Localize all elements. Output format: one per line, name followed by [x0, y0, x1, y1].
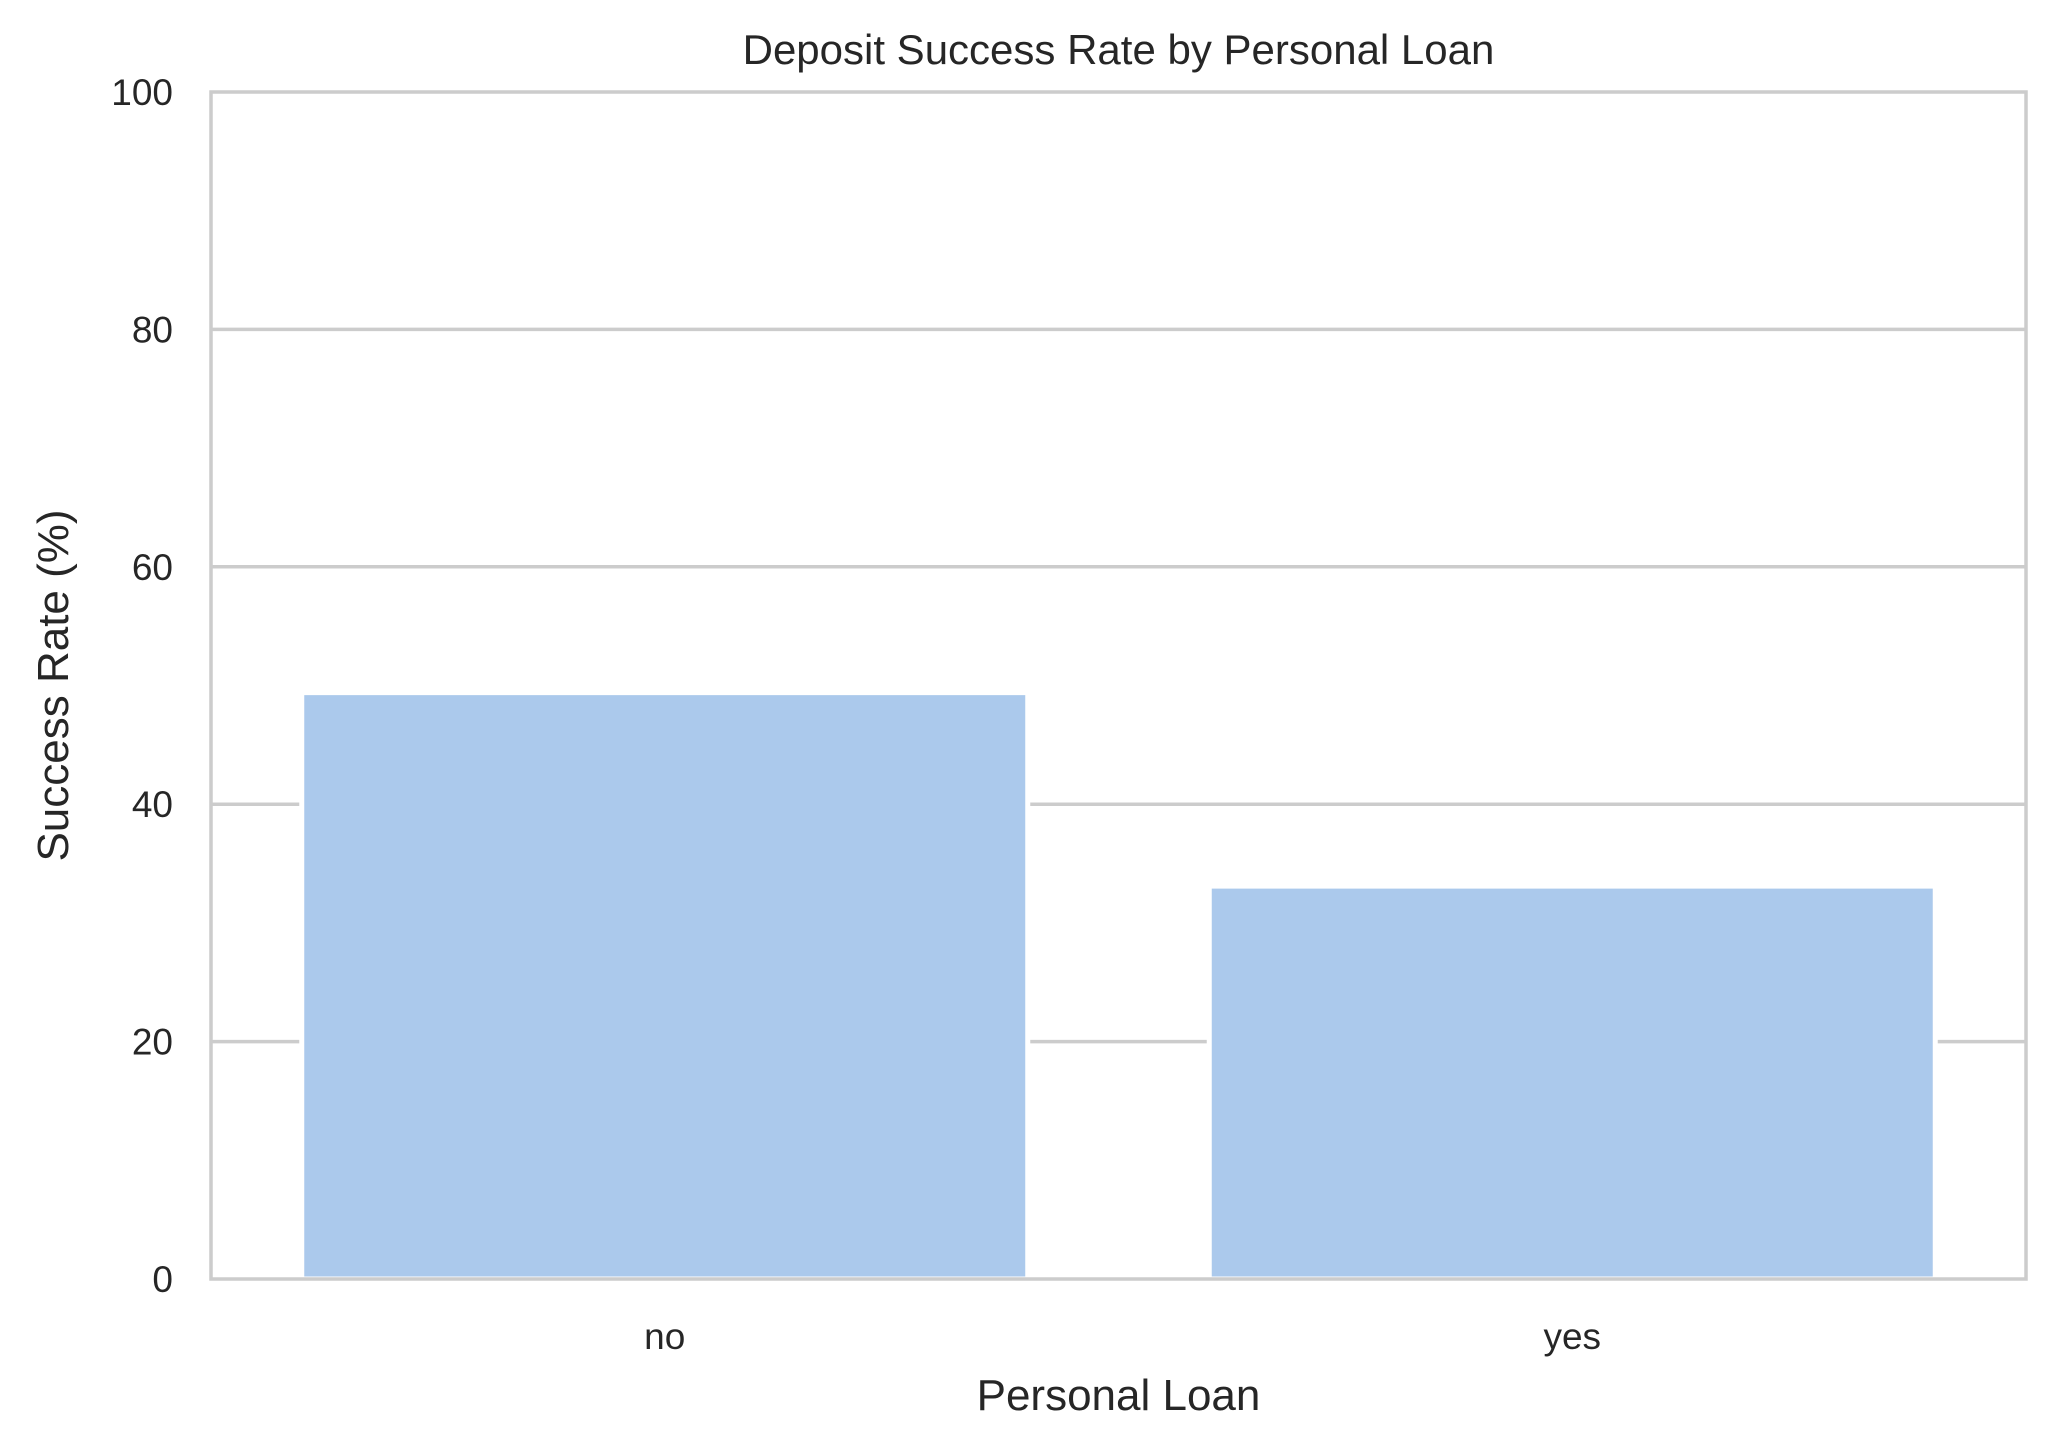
bar-no: [299, 690, 1031, 1282]
y-tick-label: 60: [132, 547, 173, 588]
y-tick-label: 40: [132, 784, 173, 825]
chart-title: Deposit Success Rate by Personal Loan: [743, 26, 1495, 73]
y-tick-label: 100: [111, 72, 173, 113]
x-tick-label: no: [644, 1316, 685, 1357]
y-axis-label: Success Rate (%): [29, 509, 78, 861]
x-tick-labels: no yes: [644, 1316, 1601, 1357]
y-tick-label: 80: [132, 309, 173, 350]
y-tick-labels: 0 20 40 60 80 100: [111, 72, 173, 1300]
bars: [299, 690, 1938, 1282]
plot-frame: [209, 90, 2028, 1281]
bar-yes: [1206, 883, 1938, 1282]
x-axis-label: Personal Loan: [977, 1371, 1261, 1420]
x-tick-label: yes: [1543, 1316, 1601, 1357]
y-tick-label: 0: [152, 1259, 173, 1300]
y-tick-label: 20: [132, 1022, 173, 1063]
